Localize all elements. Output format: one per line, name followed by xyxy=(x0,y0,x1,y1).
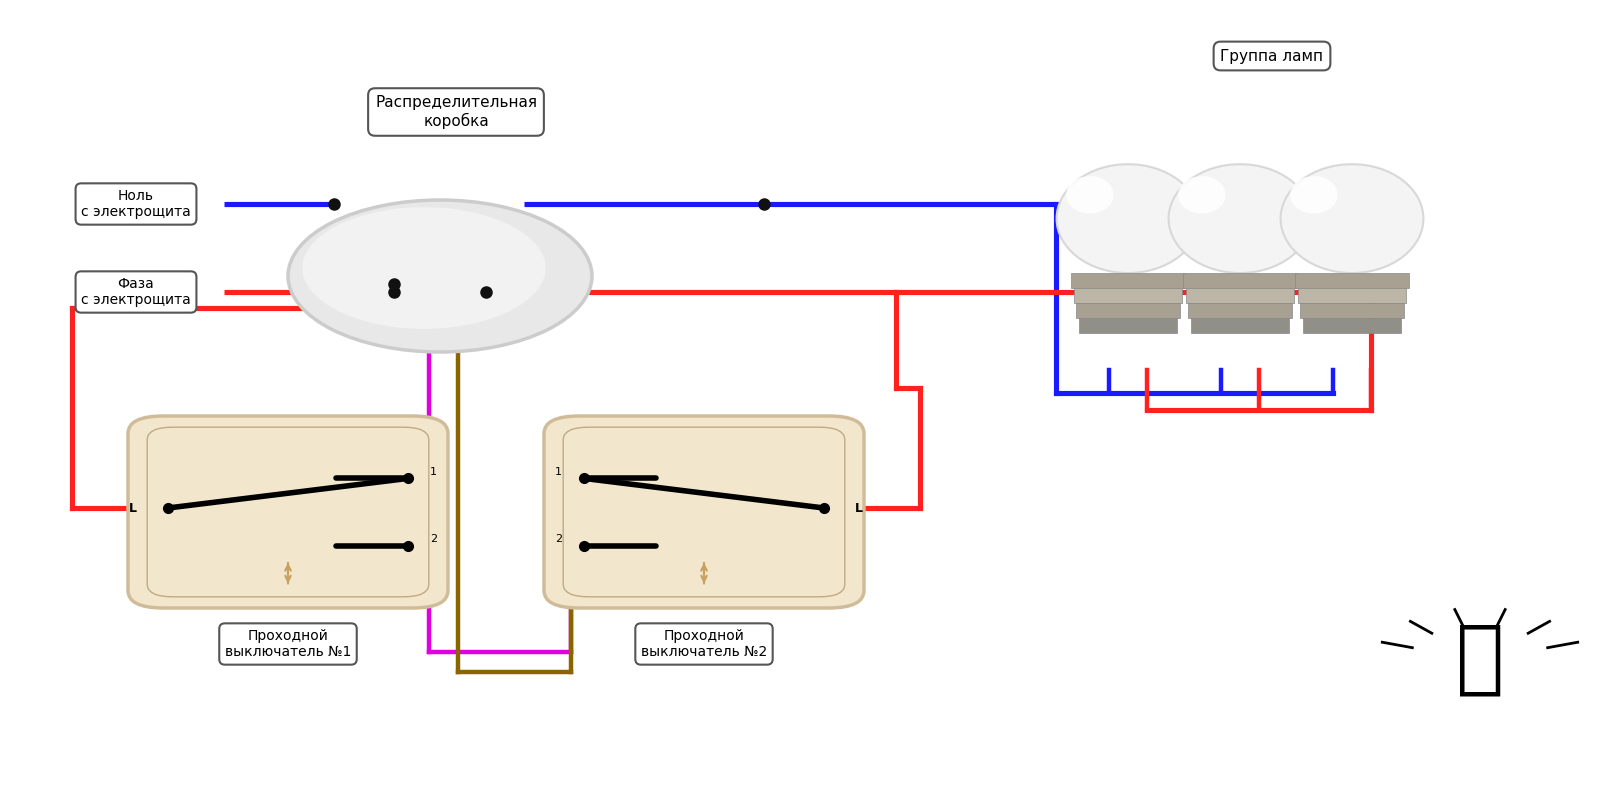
Text: Группа ламп: Группа ламп xyxy=(1221,49,1323,63)
FancyBboxPatch shape xyxy=(1186,288,1294,303)
FancyBboxPatch shape xyxy=(544,416,864,608)
Text: 2: 2 xyxy=(430,534,437,544)
Text: 🤞: 🤞 xyxy=(1456,621,1504,699)
FancyBboxPatch shape xyxy=(1077,303,1179,318)
Ellipse shape xyxy=(1056,164,1200,273)
Ellipse shape xyxy=(1168,164,1312,273)
FancyBboxPatch shape xyxy=(128,416,448,608)
FancyBboxPatch shape xyxy=(1070,273,1186,288)
Circle shape xyxy=(288,200,592,352)
FancyBboxPatch shape xyxy=(1190,318,1290,333)
FancyBboxPatch shape xyxy=(1302,318,1402,333)
FancyBboxPatch shape xyxy=(1298,288,1406,303)
Text: L: L xyxy=(856,502,864,514)
Ellipse shape xyxy=(1290,176,1338,214)
Text: 1: 1 xyxy=(555,467,562,477)
Text: 1: 1 xyxy=(430,467,437,477)
FancyBboxPatch shape xyxy=(1182,273,1298,288)
FancyBboxPatch shape xyxy=(1074,288,1182,303)
FancyBboxPatch shape xyxy=(1078,318,1178,333)
Text: Фаза
с электрощита: Фаза с электрощита xyxy=(82,277,190,307)
Text: Проходной
выключатель №2: Проходной выключатель №2 xyxy=(642,629,766,659)
Ellipse shape xyxy=(1066,176,1114,214)
Text: Проходной
выключатель №1: Проходной выключатель №1 xyxy=(226,629,350,659)
FancyBboxPatch shape xyxy=(1301,303,1403,318)
Text: Распределительная
коробка: Распределительная коробка xyxy=(374,95,538,129)
Circle shape xyxy=(302,207,546,329)
Text: L: L xyxy=(128,502,136,514)
FancyBboxPatch shape xyxy=(1294,273,1410,288)
Ellipse shape xyxy=(1178,176,1226,214)
Ellipse shape xyxy=(1280,164,1424,273)
Text: 2: 2 xyxy=(555,534,562,544)
Text: Ноль
с электрощита: Ноль с электрощита xyxy=(82,189,190,219)
FancyBboxPatch shape xyxy=(1189,303,1291,318)
